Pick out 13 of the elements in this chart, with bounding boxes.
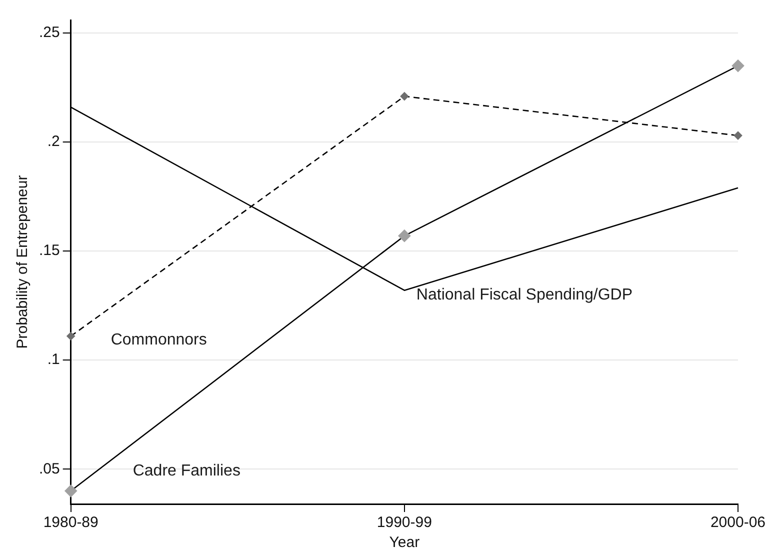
series-label: National Fiscal Spending/GDP [416,286,633,304]
y-tick-label: .1 [47,351,60,368]
y-tick-label: .15 [38,242,60,260]
y-tick-label: .2 [47,133,60,150]
series-label: Cadre Families [132,462,240,480]
x-axis-title: Year [389,534,420,552]
x-tick-label: 1980-89 [43,514,98,532]
y-tick-label: .05 [38,460,60,478]
y-tick-label: .25 [38,24,60,42]
y-axis-title: Probability of Entrepeneur [14,175,32,349]
x-tick-label: 2000-06 [710,514,766,532]
series-label: Commonnors [110,332,207,349]
x-tick-label: 1990-99 [376,514,432,532]
